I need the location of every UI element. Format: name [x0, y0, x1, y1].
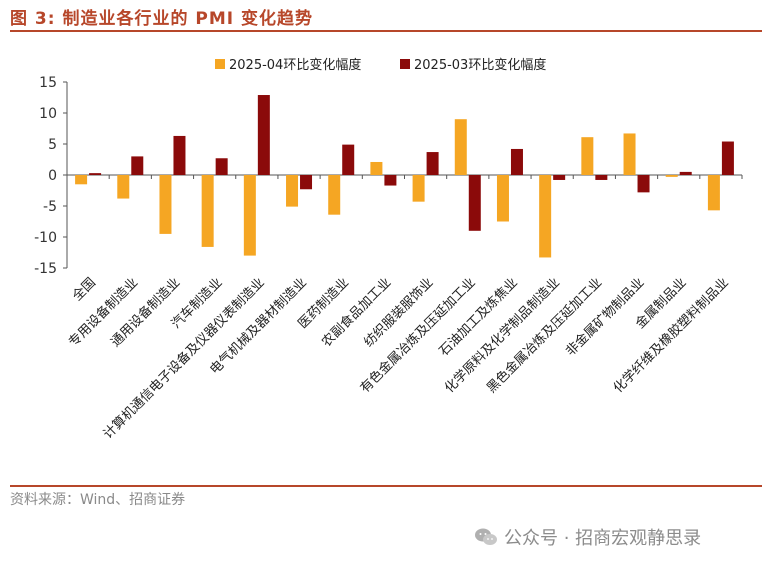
- y-tick-label: -15: [34, 261, 57, 277]
- bar-mar-2: [131, 156, 144, 175]
- bar-mar-9: [426, 152, 439, 175]
- bar-apr-7: [328, 175, 341, 215]
- bar-mar-15: [679, 171, 692, 175]
- bar-mar-11: [510, 148, 523, 175]
- bar-apr-11: [496, 175, 509, 222]
- figure-title: 图 3: 制造业各行业的 PMI 变化趋势: [10, 9, 314, 29]
- bar-mar-4: [215, 158, 228, 175]
- x-tick-label: 全国: [69, 275, 99, 305]
- source-divider: [10, 485, 762, 487]
- bar-mar-1: [89, 173, 102, 175]
- bar-mar-6: [300, 175, 313, 190]
- bar-mar-5: [257, 95, 270, 175]
- x-tick-label: 石油加工及炼焦业: [437, 275, 521, 359]
- bar-apr-10: [454, 119, 467, 175]
- watermark-text: 公众号 · 招商宏观静思录: [504, 528, 702, 549]
- title-divider: [10, 30, 762, 32]
- y-tick-label: 0: [48, 168, 57, 184]
- bar-mar-13: [595, 175, 608, 180]
- wechat-icon: [475, 528, 497, 545]
- y-axis: 15 10 5 0 -5 -10 -15: [34, 75, 743, 277]
- bar-mar-12: [553, 175, 566, 180]
- bars: [75, 95, 734, 258]
- bar-apr-5: [243, 175, 256, 256]
- y-tick-label: 15: [39, 75, 57, 91]
- bar-mar-8: [384, 175, 397, 186]
- legend-swatch-1: [215, 59, 225, 69]
- watermark: 公众号 · 招商宏观静思录: [474, 524, 701, 550]
- bar-apr-1: [75, 175, 88, 185]
- chart-legend: 2025-04环比变化幅度 2025-03环比变化幅度: [215, 57, 546, 73]
- legend-label-2: 2025-03环比变化幅度: [414, 57, 546, 73]
- bar-mar-7: [342, 144, 355, 175]
- source-note: 资料来源：Wind、招商证券: [10, 492, 186, 508]
- bar-apr-15: [665, 175, 678, 177]
- bar-apr-14: [623, 133, 636, 175]
- y-tick-label: 10: [39, 106, 57, 122]
- bar-mar-16: [721, 141, 734, 175]
- bar-apr-3: [159, 175, 172, 234]
- bar-mar-3: [173, 135, 186, 175]
- bar-apr-12: [539, 175, 552, 258]
- y-tick-label: 5: [48, 137, 57, 153]
- bar-apr-13: [581, 137, 594, 175]
- bar-apr-9: [412, 175, 425, 202]
- bar-mar-14: [637, 175, 650, 193]
- y-tick-label: -10: [34, 230, 57, 246]
- bar-apr-16: [707, 175, 720, 211]
- legend-swatch-2: [400, 59, 410, 69]
- bar-apr-2: [117, 175, 130, 199]
- bar-chart: 2025-04环比变化幅度 2025-03环比变化幅度 15 10 5 0 -5 -10 -1…: [34, 57, 743, 443]
- x-tick-label: 非金属矿物制品业: [562, 275, 647, 360]
- x-axis-labels: 全国专用设备制造业通用设备制造业汽车制造业计算机通信电子设备及仪器仪表制造业电气…: [65, 275, 731, 443]
- y-tick-label: -5: [43, 199, 57, 215]
- bar-mar-10: [468, 175, 481, 231]
- bar-apr-4: [201, 175, 214, 247]
- bar-apr-8: [370, 161, 383, 175]
- bar-apr-6: [286, 175, 299, 207]
- legend-label-1: 2025-04环比变化幅度: [229, 57, 361, 73]
